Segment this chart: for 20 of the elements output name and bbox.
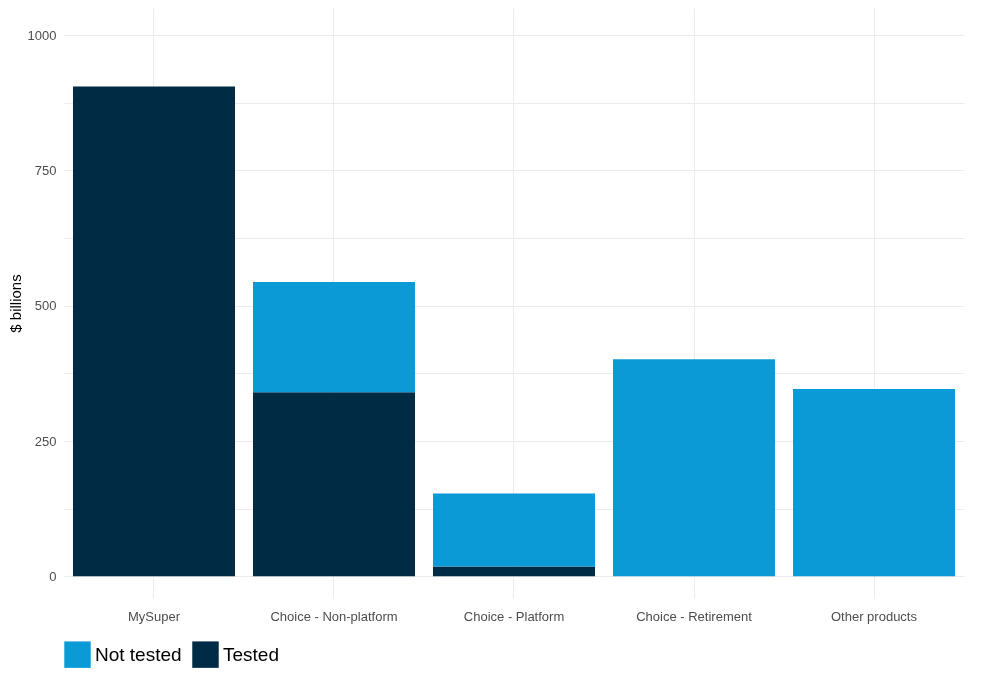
- bar: [613, 359, 775, 577]
- bar: [433, 566, 595, 577]
- y-tick-label: 0: [49, 568, 57, 584]
- y-axis-title: $ billions: [6, 274, 24, 333]
- y-tick-label: 250: [34, 433, 57, 449]
- x-tick-label: Choice - Retirement: [636, 608, 753, 624]
- y-tick-label: 750: [34, 162, 57, 178]
- legend-label: Not tested: [95, 643, 182, 665]
- x-tick-label: Choice - Platform: [463, 608, 565, 624]
- bar: [253, 281, 415, 393]
- x-tick-label: Other products: [831, 608, 918, 624]
- bar: [793, 389, 955, 577]
- bar: [73, 86, 235, 577]
- x-tick-label: MySuper: [127, 608, 181, 624]
- bar: [433, 493, 595, 567]
- x-tick-label: Choice - Non-platform: [270, 608, 398, 624]
- y-tick-label: 1000: [27, 27, 57, 43]
- legend-label: Tested: [223, 643, 279, 665]
- y-tick-label: 500: [34, 298, 57, 314]
- bar: [253, 392, 415, 577]
